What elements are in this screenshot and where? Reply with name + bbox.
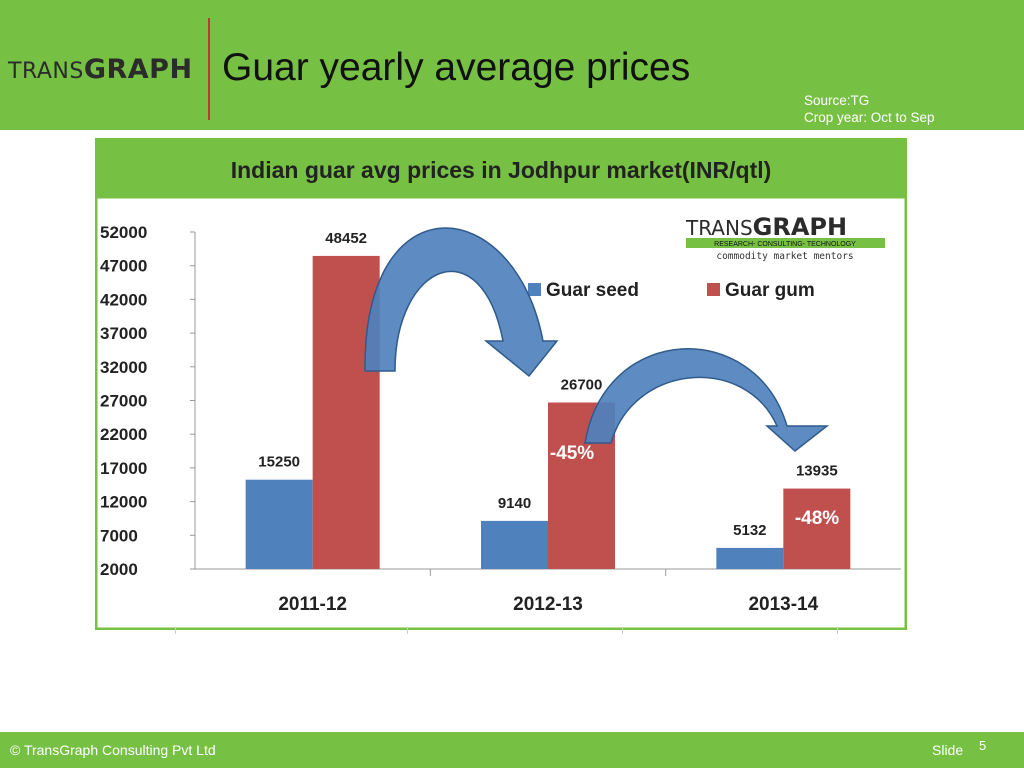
- y-tick-label: 42000: [100, 290, 147, 309]
- data-label: 5132: [733, 522, 766, 539]
- inset-logo-tagline: RESEARCH- CONSULTING- TECHNOLOGY: [714, 241, 856, 248]
- copyright-text: © TransGraph Consulting Pvt Ltd: [10, 742, 216, 758]
- chart-title-band: [97, 140, 905, 199]
- trace-mark: [407, 628, 408, 634]
- chart-panel: Indian guar avg prices in Jodhpur market…: [95, 138, 907, 630]
- curved-arrow-icon: [364, 227, 559, 378]
- guar-seed-bar: [716, 547, 784, 569]
- data-label: 26700: [561, 377, 603, 394]
- guar-gum-bar: [312, 255, 380, 569]
- source-note: Source:TG Crop year: Oct to Sep: [804, 92, 935, 126]
- x-category-label: 2011-12: [278, 594, 347, 615]
- chart-title: Indian guar avg prices in Jodhpur market…: [231, 157, 772, 183]
- y-tick-label: 37000: [100, 324, 147, 343]
- guar-seed-bar: [481, 520, 548, 569]
- logo-bold-text: GRAPH: [83, 54, 193, 85]
- y-tick-label: 12000: [100, 493, 147, 512]
- x-category-label: 2012-13: [513, 594, 583, 615]
- crop-year-line: Crop year: Oct to Sep: [804, 110, 935, 125]
- y-tick-label: 7000: [100, 526, 138, 545]
- header-bar: TRANSGRAPH Guar yearly average prices So…: [0, 0, 1024, 130]
- inset-logo-bold: GRAPH: [753, 213, 847, 241]
- guar-seed-bar: [245, 479, 313, 569]
- data-label: 48452: [325, 230, 367, 247]
- slide-title: Guar yearly average prices: [222, 46, 691, 89]
- y-tick-label: 27000: [100, 392, 147, 411]
- legend-label-guar-gum: Guar gum: [725, 280, 815, 301]
- inset-logo-thin: TRANS: [685, 216, 753, 240]
- data-label: 13935: [796, 463, 838, 480]
- y-tick-label: 22000: [100, 425, 147, 444]
- data-label: 15250: [258, 454, 300, 471]
- y-tick-label: 32000: [100, 358, 147, 377]
- trace-mark: [622, 628, 623, 634]
- slide-label: Slide: [932, 742, 964, 758]
- change-label: -45%: [550, 443, 594, 464]
- inset-logo: TRANSGRAPH RESEARCH- CONSULTING- TECHNOL…: [685, 213, 885, 262]
- legend-swatch-guar-seed: [528, 283, 541, 296]
- logo-thin-text: TRANS: [8, 59, 84, 84]
- curved-arrow-icon: [584, 348, 830, 452]
- legend-swatch-guar-gum: [707, 283, 720, 296]
- source-line: Source:TG: [804, 93, 870, 108]
- guar-gum-bar: [783, 488, 851, 569]
- trace-mark: [837, 628, 838, 634]
- legend-label-guar-seed: Guar seed: [546, 280, 639, 301]
- y-tick-label: 52000: [100, 223, 147, 242]
- x-category-label: 2013-14: [748, 594, 818, 615]
- change-label: -48%: [795, 508, 839, 529]
- transgraph-logo: TRANSGRAPH: [8, 54, 193, 85]
- y-tick-label: 2000: [100, 560, 138, 579]
- inset-logo-tagline-band: [686, 238, 885, 248]
- data-label: 9140: [498, 495, 531, 512]
- y-tick-label: 47000: [100, 257, 147, 276]
- trace-mark: [175, 628, 176, 634]
- inset-logo-subtitle: commodity market mentors: [716, 251, 853, 262]
- y-tick-label: 17000: [100, 459, 147, 478]
- plot-area: 2000 7000 12000 17000 22000 27000 32000 37000 42…: [100, 223, 901, 615]
- header-divider: [208, 18, 210, 120]
- chart-svg: Indian guar avg prices in Jodhpur market…: [95, 138, 907, 630]
- footer-bar: © TransGraph Consulting Pvt Ltd Slide 5: [0, 732, 1024, 768]
- slide-number: 5: [979, 738, 987, 753]
- inset-logo-name: TRANSGRAPH: [685, 213, 847, 241]
